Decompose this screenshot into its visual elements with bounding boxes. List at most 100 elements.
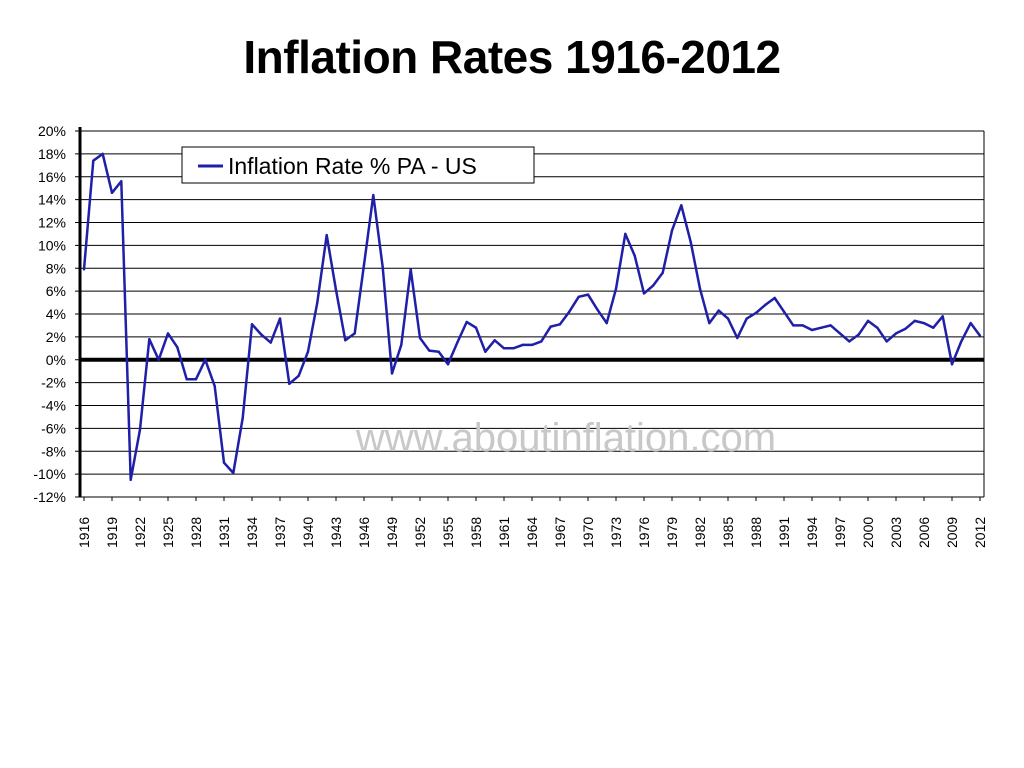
data-point: [372, 193, 375, 197]
x-tick-label: 1928: [188, 517, 204, 548]
data-point: [773, 296, 776, 300]
data-point: [941, 315, 944, 318]
data-point: [353, 332, 356, 335]
data-point: [530, 343, 534, 347]
data-point: [148, 337, 151, 341]
x-tick-label: 1964: [524, 517, 540, 548]
data-point: [260, 333, 263, 336]
x-tick-label: 1931: [216, 517, 232, 548]
x-tick-label: 1937: [272, 517, 288, 548]
data-point: [754, 311, 758, 315]
data-point: [278, 317, 282, 320]
data-point: [652, 284, 655, 287]
data-point: [400, 343, 403, 347]
x-tick-label: 1943: [328, 517, 344, 548]
y-tick-label: -8%: [41, 443, 66, 459]
data-point: [661, 271, 664, 275]
x-tick-label: 1958: [468, 517, 484, 548]
y-tick-label: 18%: [38, 146, 66, 162]
legend-label: Inflation Rate % PA - US: [228, 153, 477, 179]
data-point: [129, 478, 132, 482]
y-tick-label: 6%: [46, 283, 66, 299]
y-tick-label: 4%: [46, 306, 66, 322]
x-tick-label: 1955: [440, 517, 456, 548]
data-point: [92, 159, 95, 162]
x-tick-label: 2003: [888, 517, 904, 548]
y-tick-label: 16%: [38, 169, 66, 185]
x-tick-label: 1970: [580, 517, 596, 548]
data-point: [465, 320, 468, 324]
x-tick-label: 1985: [720, 517, 736, 548]
data-point: [297, 374, 300, 377]
data-point: [540, 340, 543, 343]
data-point: [792, 324, 795, 327]
data-point: [138, 428, 142, 431]
data-point: [978, 334, 982, 337]
y-tick-label: 0%: [46, 352, 66, 368]
x-tick-label: 1952: [412, 517, 428, 548]
data-point: [866, 319, 870, 323]
data-point: [549, 325, 552, 328]
data-point: [596, 308, 599, 311]
data-point: [110, 191, 114, 194]
data-point: [820, 326, 823, 329]
data-point: [558, 323, 562, 326]
data-point: [922, 321, 926, 325]
data-point: [176, 345, 179, 349]
x-tick-label: 2006: [916, 517, 932, 548]
data-point: [232, 471, 235, 475]
x-tick-label: 1949: [384, 517, 400, 548]
data-point: [904, 327, 907, 331]
data-point: [568, 310, 571, 313]
y-tick-label: 12%: [38, 215, 66, 231]
data-point: [390, 372, 394, 375]
data-point: [101, 152, 104, 156]
data-point: [894, 332, 898, 335]
data-point: [717, 309, 720, 312]
data-point: [334, 288, 338, 292]
x-tick-label: 1988: [748, 517, 764, 548]
data-point: [456, 341, 459, 344]
x-tick-label: 1976: [636, 517, 652, 548]
data-point: [885, 340, 888, 343]
y-tick-label: 20%: [38, 123, 66, 139]
y-axis-tick-labels: 20% 18% 16% 14% 12% 10% 8% 6% 4% 2% 0% -2% -4% -6% -8%…: [33, 123, 66, 505]
x-tick-label: 1979: [664, 517, 680, 548]
x-tick-label: 1925: [160, 517, 176, 548]
legend-box: [181, 146, 535, 184]
y-tick-label: -12%: [33, 489, 66, 505]
data-point: [829, 324, 832, 327]
data-point: [306, 350, 310, 353]
data-point: [614, 287, 618, 291]
data-point: [288, 382, 291, 385]
data-point: [446, 363, 450, 366]
data-point: [950, 363, 954, 366]
data-point: [325, 233, 328, 237]
x-tick-label: 1922: [132, 517, 148, 548]
data-point: [344, 339, 347, 342]
x-tick-label: 1997: [832, 517, 848, 548]
data-point: [577, 295, 580, 299]
data-point: [708, 321, 711, 325]
data-point: [876, 326, 879, 329]
data-point: [222, 461, 226, 464]
x-tick-label: 1961: [496, 517, 512, 548]
data-point: [960, 340, 963, 343]
data-point: [848, 340, 851, 343]
data-point: [857, 333, 860, 336]
data-point: [185, 377, 188, 381]
x-tick-label: 2012: [972, 517, 988, 548]
x-tick-label: 1934: [244, 517, 260, 548]
data-point: [194, 377, 198, 381]
x-tick-label: 1946: [356, 517, 372, 548]
data-point: [512, 347, 515, 350]
data-point: [745, 317, 748, 320]
data-point: [642, 292, 646, 295]
data-point: [269, 341, 272, 344]
data-point: [493, 339, 496, 342]
data-point: [241, 416, 244, 420]
data-point: [474, 326, 478, 329]
data-point: [726, 317, 730, 320]
data-point: [502, 347, 506, 350]
